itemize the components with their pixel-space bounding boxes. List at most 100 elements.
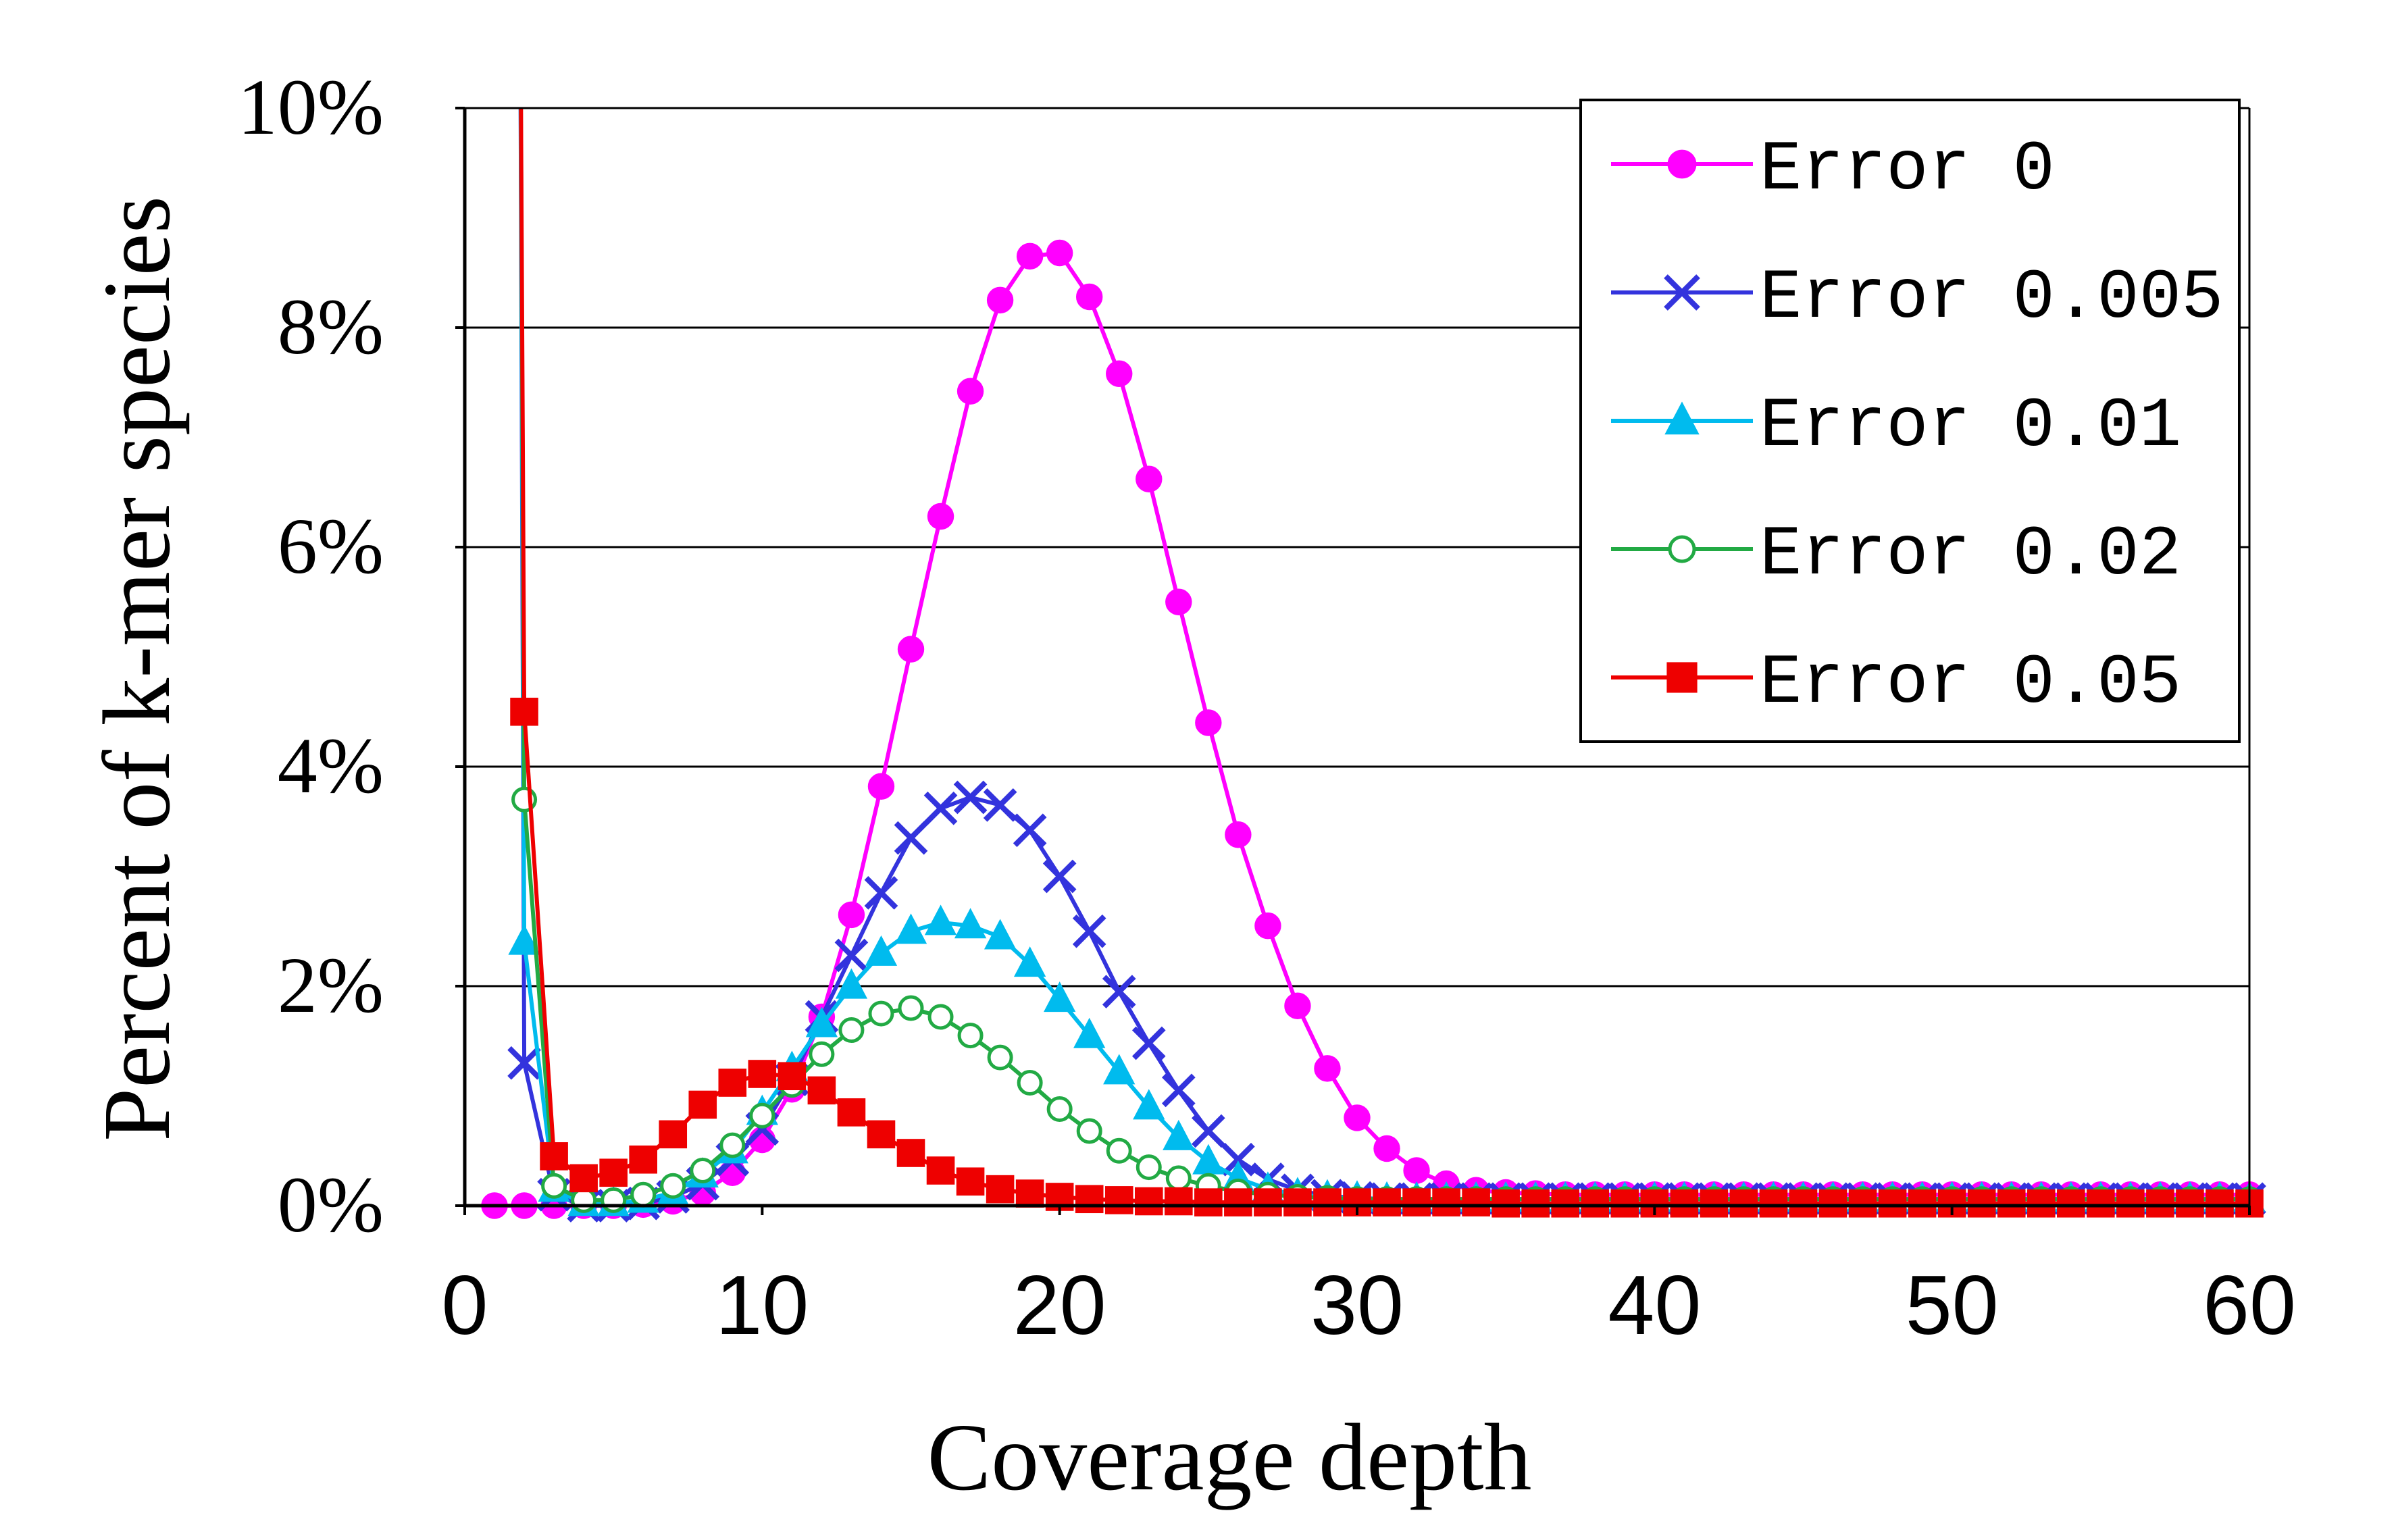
data-point: [688, 1090, 717, 1119]
data-point: [1165, 1187, 1193, 1216]
data-point: [1997, 1189, 2026, 1218]
data-point: [1042, 859, 1077, 894]
data-point: [927, 1004, 954, 1030]
data-point: [1283, 1188, 1312, 1216]
data-point: [510, 697, 538, 726]
data-point: [894, 913, 927, 944]
data-point: [1670, 1189, 1699, 1218]
data-point: [1106, 360, 1133, 387]
data-point: [571, 1187, 597, 1213]
data-point: [867, 773, 895, 800]
data-point: [1908, 1189, 1937, 1218]
legend-marker: [1664, 401, 1700, 435]
data-point: [1789, 1189, 1818, 1218]
data-point: [1610, 1189, 1639, 1218]
data-point: [1195, 709, 1222, 736]
data-point: [1136, 1154, 1162, 1181]
data-point: [660, 1173, 686, 1199]
data-point: [1076, 283, 1103, 311]
data-point: [2027, 1189, 2056, 1218]
data-point: [1432, 1188, 1460, 1216]
data-point: [1163, 1119, 1195, 1150]
data-point: [954, 908, 987, 939]
data-point: [1521, 1189, 1550, 1218]
data-point: [1075, 1185, 1104, 1214]
data-point: [838, 1017, 865, 1043]
data-point: [1133, 1089, 1165, 1120]
data-point: [1254, 912, 1281, 940]
data-point: [1016, 242, 1044, 270]
data-point: [601, 1187, 627, 1213]
data-point: [837, 1098, 866, 1127]
data-point: [896, 1139, 925, 1167]
data-point: [1165, 1165, 1192, 1191]
x-axis-title: Coverage depth: [927, 1404, 1531, 1510]
data-point: [1134, 1187, 1163, 1216]
y-tick-label: 6%: [278, 502, 384, 590]
x-tick-label: 40: [1608, 1259, 1701, 1352]
data-point: [2116, 1189, 2145, 1218]
data-point: [805, 1006, 838, 1037]
data-point: [897, 636, 925, 663]
y-tick-label: 0%: [278, 1160, 384, 1249]
data-point: [984, 919, 1017, 950]
data-point: [1013, 813, 1047, 848]
data-point: [2087, 1189, 2115, 1218]
data-point: [924, 904, 957, 935]
data-point: [809, 1041, 835, 1067]
data-point: [835, 968, 868, 999]
data-point: [2146, 1189, 2174, 1218]
data-point: [508, 924, 540, 955]
data-point: [957, 378, 984, 405]
data-point: [1046, 1096, 1073, 1122]
data-point: [1194, 1188, 1223, 1216]
data-point: [1076, 1118, 1102, 1144]
y-axis-title: Percent of k-mer species: [83, 196, 190, 1141]
data-point: [807, 1076, 836, 1105]
legend-label: Error 0: [1760, 130, 2055, 210]
data-point: [1131, 1026, 1166, 1060]
data-point: [1046, 239, 1073, 267]
data-point: [1878, 1189, 1907, 1218]
data-point: [2057, 1189, 2085, 1218]
legend-marker: [1664, 274, 1700, 311]
y-tick-label: 4%: [278, 721, 384, 810]
data-point: [629, 1145, 658, 1174]
data-point: [1017, 1070, 1043, 1096]
data-point: [1313, 1188, 1342, 1216]
data-point: [838, 901, 865, 929]
x-tick-labels: 0 10 20 30 40 50 60: [442, 1206, 2296, 1352]
data-point: [569, 1164, 598, 1193]
data-point: [1284, 992, 1311, 1019]
data-point: [599, 1158, 628, 1187]
series-4: [510, 108, 2264, 1218]
x-tick-label: 50: [1906, 1259, 1999, 1352]
data-point: [541, 1173, 567, 1199]
data-point: [834, 938, 869, 973]
data-point: [1759, 1189, 1788, 1218]
data-point: [926, 1156, 955, 1185]
data-point: [778, 1062, 807, 1091]
data-point: [1314, 1055, 1341, 1082]
data-point: [1402, 1188, 1431, 1216]
data-point: [894, 821, 928, 855]
data-point: [1729, 1189, 1758, 1218]
data-point: [864, 876, 898, 910]
data-point: [1344, 1104, 1371, 1131]
y-tick-label: 10%: [238, 63, 384, 151]
data-point: [719, 1159, 746, 1186]
data-point: [1192, 1114, 1225, 1148]
data-point: [898, 995, 924, 1021]
data-point: [1254, 1188, 1282, 1216]
data-point: [1492, 1189, 1520, 1218]
data-point: [749, 1102, 775, 1129]
data-point: [1106, 1137, 1132, 1164]
data-point: [983, 788, 1017, 822]
data-point: [718, 1069, 747, 1097]
data-point: [1581, 1189, 1610, 1218]
legend-label: Error 0.01: [1760, 387, 2181, 467]
data-point: [953, 780, 988, 815]
data-point: [2206, 1189, 2234, 1218]
data-point: [1403, 1157, 1430, 1184]
data-point: [957, 1023, 984, 1049]
